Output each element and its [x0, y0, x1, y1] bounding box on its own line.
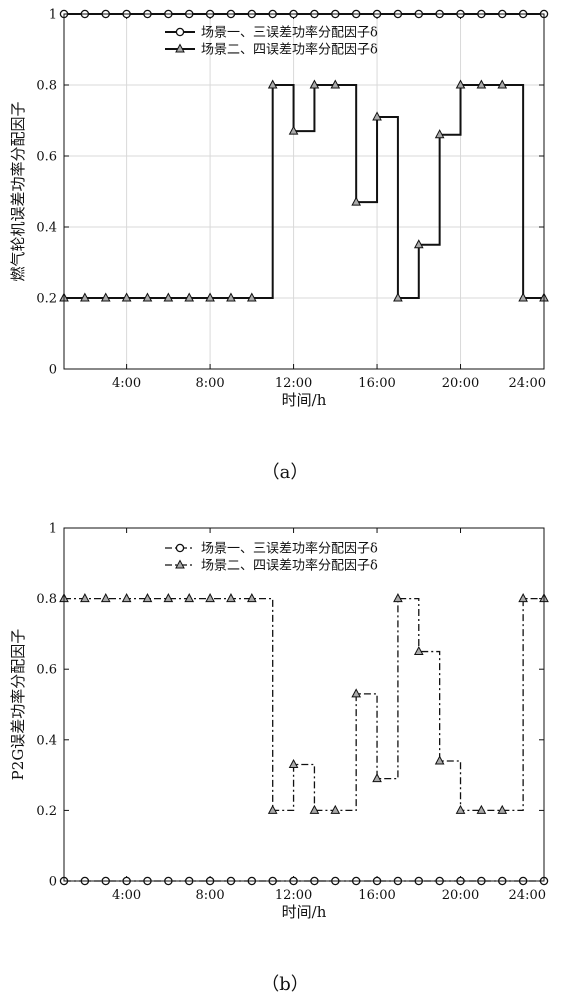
legend-entry-2: 场景二、四误差功率分配因子δ	[201, 42, 378, 58]
point-triangle	[205, 593, 215, 603]
point-triangle	[205, 292, 215, 302]
point-triangle	[393, 593, 403, 603]
x-tick-label: 4:00	[112, 888, 141, 903]
x-tick-label: 16:00	[358, 888, 395, 903]
x-tick-label: 4:00	[112, 376, 141, 391]
point-triangle	[121, 292, 132, 302]
legend-marker-circle	[175, 27, 185, 37]
point-triangle	[351, 196, 362, 206]
point-triangle	[267, 79, 278, 89]
x-tick-label: 24:00	[509, 376, 546, 391]
y-tick-label: 1	[49, 8, 57, 23]
chart-b: 0 0.2 0.4 0.6 0.8 1 4:00 8:00 12:00 16:00 20:00 24:…	[9, 522, 549, 995]
x-tick-label: 24:00	[509, 888, 546, 903]
y-tick-label: 0.8	[36, 79, 57, 94]
point-triangle	[330, 804, 341, 814]
x-tick-label: 12:00	[275, 376, 312, 391]
legend-marker-circle	[175, 543, 185, 553]
y-tick-label: 0	[49, 875, 57, 890]
point-triangle	[288, 758, 299, 769]
y-tick-label: 0.2	[36, 804, 57, 819]
chart-a: 0 0.2 0.4 0.6 0.8 1 4:00 8:00 12:00 16:00 20:00 24:…	[9, 8, 549, 483]
x-tick-label: 20:00	[442, 888, 479, 903]
point-triangle	[372, 773, 382, 783]
point-triangle	[100, 593, 111, 603]
plot-frame	[63, 13, 545, 370]
point-triangle	[184, 593, 195, 603]
point-triangle	[476, 79, 487, 89]
point-triangle	[288, 125, 299, 135]
point-triangle	[309, 804, 320, 814]
y-tick-label: 0.4	[36, 221, 57, 236]
legend-marker-triangle	[175, 43, 185, 53]
y-tick-label: 0.4	[36, 733, 57, 748]
legend-entry-1: 场景一、三误差功率分配因子δ	[201, 25, 378, 41]
legend-entry-1: 场景一、三误差功率分配因子δ	[201, 541, 378, 557]
point-triangle	[142, 292, 153, 302]
point-triangle	[434, 129, 445, 139]
point-triangle	[246, 292, 257, 302]
point-triangle	[476, 804, 487, 814]
point-triangle	[309, 79, 320, 89]
point-triangle	[163, 593, 174, 603]
point-triangle	[413, 645, 424, 656]
legend-entry-2: 场景二、四误差功率分配因子δ	[201, 558, 378, 574]
point-triangle	[455, 804, 466, 814]
point-triangle	[246, 593, 257, 603]
point-triangle	[518, 292, 528, 302]
point-triangle	[413, 239, 424, 249]
x-tick-label: 20:00	[442, 376, 479, 391]
point-triangle	[372, 111, 382, 121]
series-line-2	[64, 597, 544, 812]
y-tick-label: 0.8	[36, 592, 57, 607]
point-triangle	[163, 292, 174, 302]
point-triangle	[184, 292, 195, 302]
point-triangle	[497, 79, 508, 89]
y-axis-label: 燃气轮机误差功率分配因子	[9, 101, 27, 281]
y-tick-label: 0.6	[36, 663, 57, 678]
point-triangle	[142, 593, 153, 603]
y-tick-label: 0	[49, 363, 57, 378]
x-axis-label: 时间/h	[282, 903, 327, 921]
series-line-2	[64, 84, 544, 299]
y-tick-label: 0.6	[36, 150, 57, 165]
y-axis-label: P2G误差功率分配因子	[9, 629, 27, 781]
point-triangle	[121, 593, 132, 603]
point-triangle	[393, 292, 403, 302]
figure-caption: （b）	[261, 974, 309, 995]
point-triangle	[226, 292, 236, 302]
figure-caption: （a）	[262, 462, 309, 483]
point-triangle	[330, 79, 341, 89]
y-tick-label: 0.2	[36, 292, 57, 307]
point-triangle	[351, 688, 362, 698]
point-triangle	[267, 804, 278, 814]
plot-frame	[63, 527, 545, 882]
legend-marker-triangle	[175, 559, 185, 569]
x-axis-label: 时间/h	[282, 391, 327, 409]
point-triangle	[434, 755, 445, 765]
point-triangle	[80, 292, 90, 302]
point-triangle	[455, 79, 466, 89]
point-triangle	[80, 593, 90, 603]
point-triangle	[100, 292, 111, 302]
point-triangle	[226, 593, 236, 603]
x-tick-label: 16:00	[358, 376, 395, 391]
x-tick-label: 12:00	[275, 888, 312, 903]
point-triangle	[518, 593, 528, 603]
point-triangle	[497, 804, 508, 814]
x-tick-label: 8:00	[195, 888, 224, 903]
y-tick-label: 1	[49, 522, 57, 537]
x-tick-label: 8:00	[195, 376, 224, 391]
